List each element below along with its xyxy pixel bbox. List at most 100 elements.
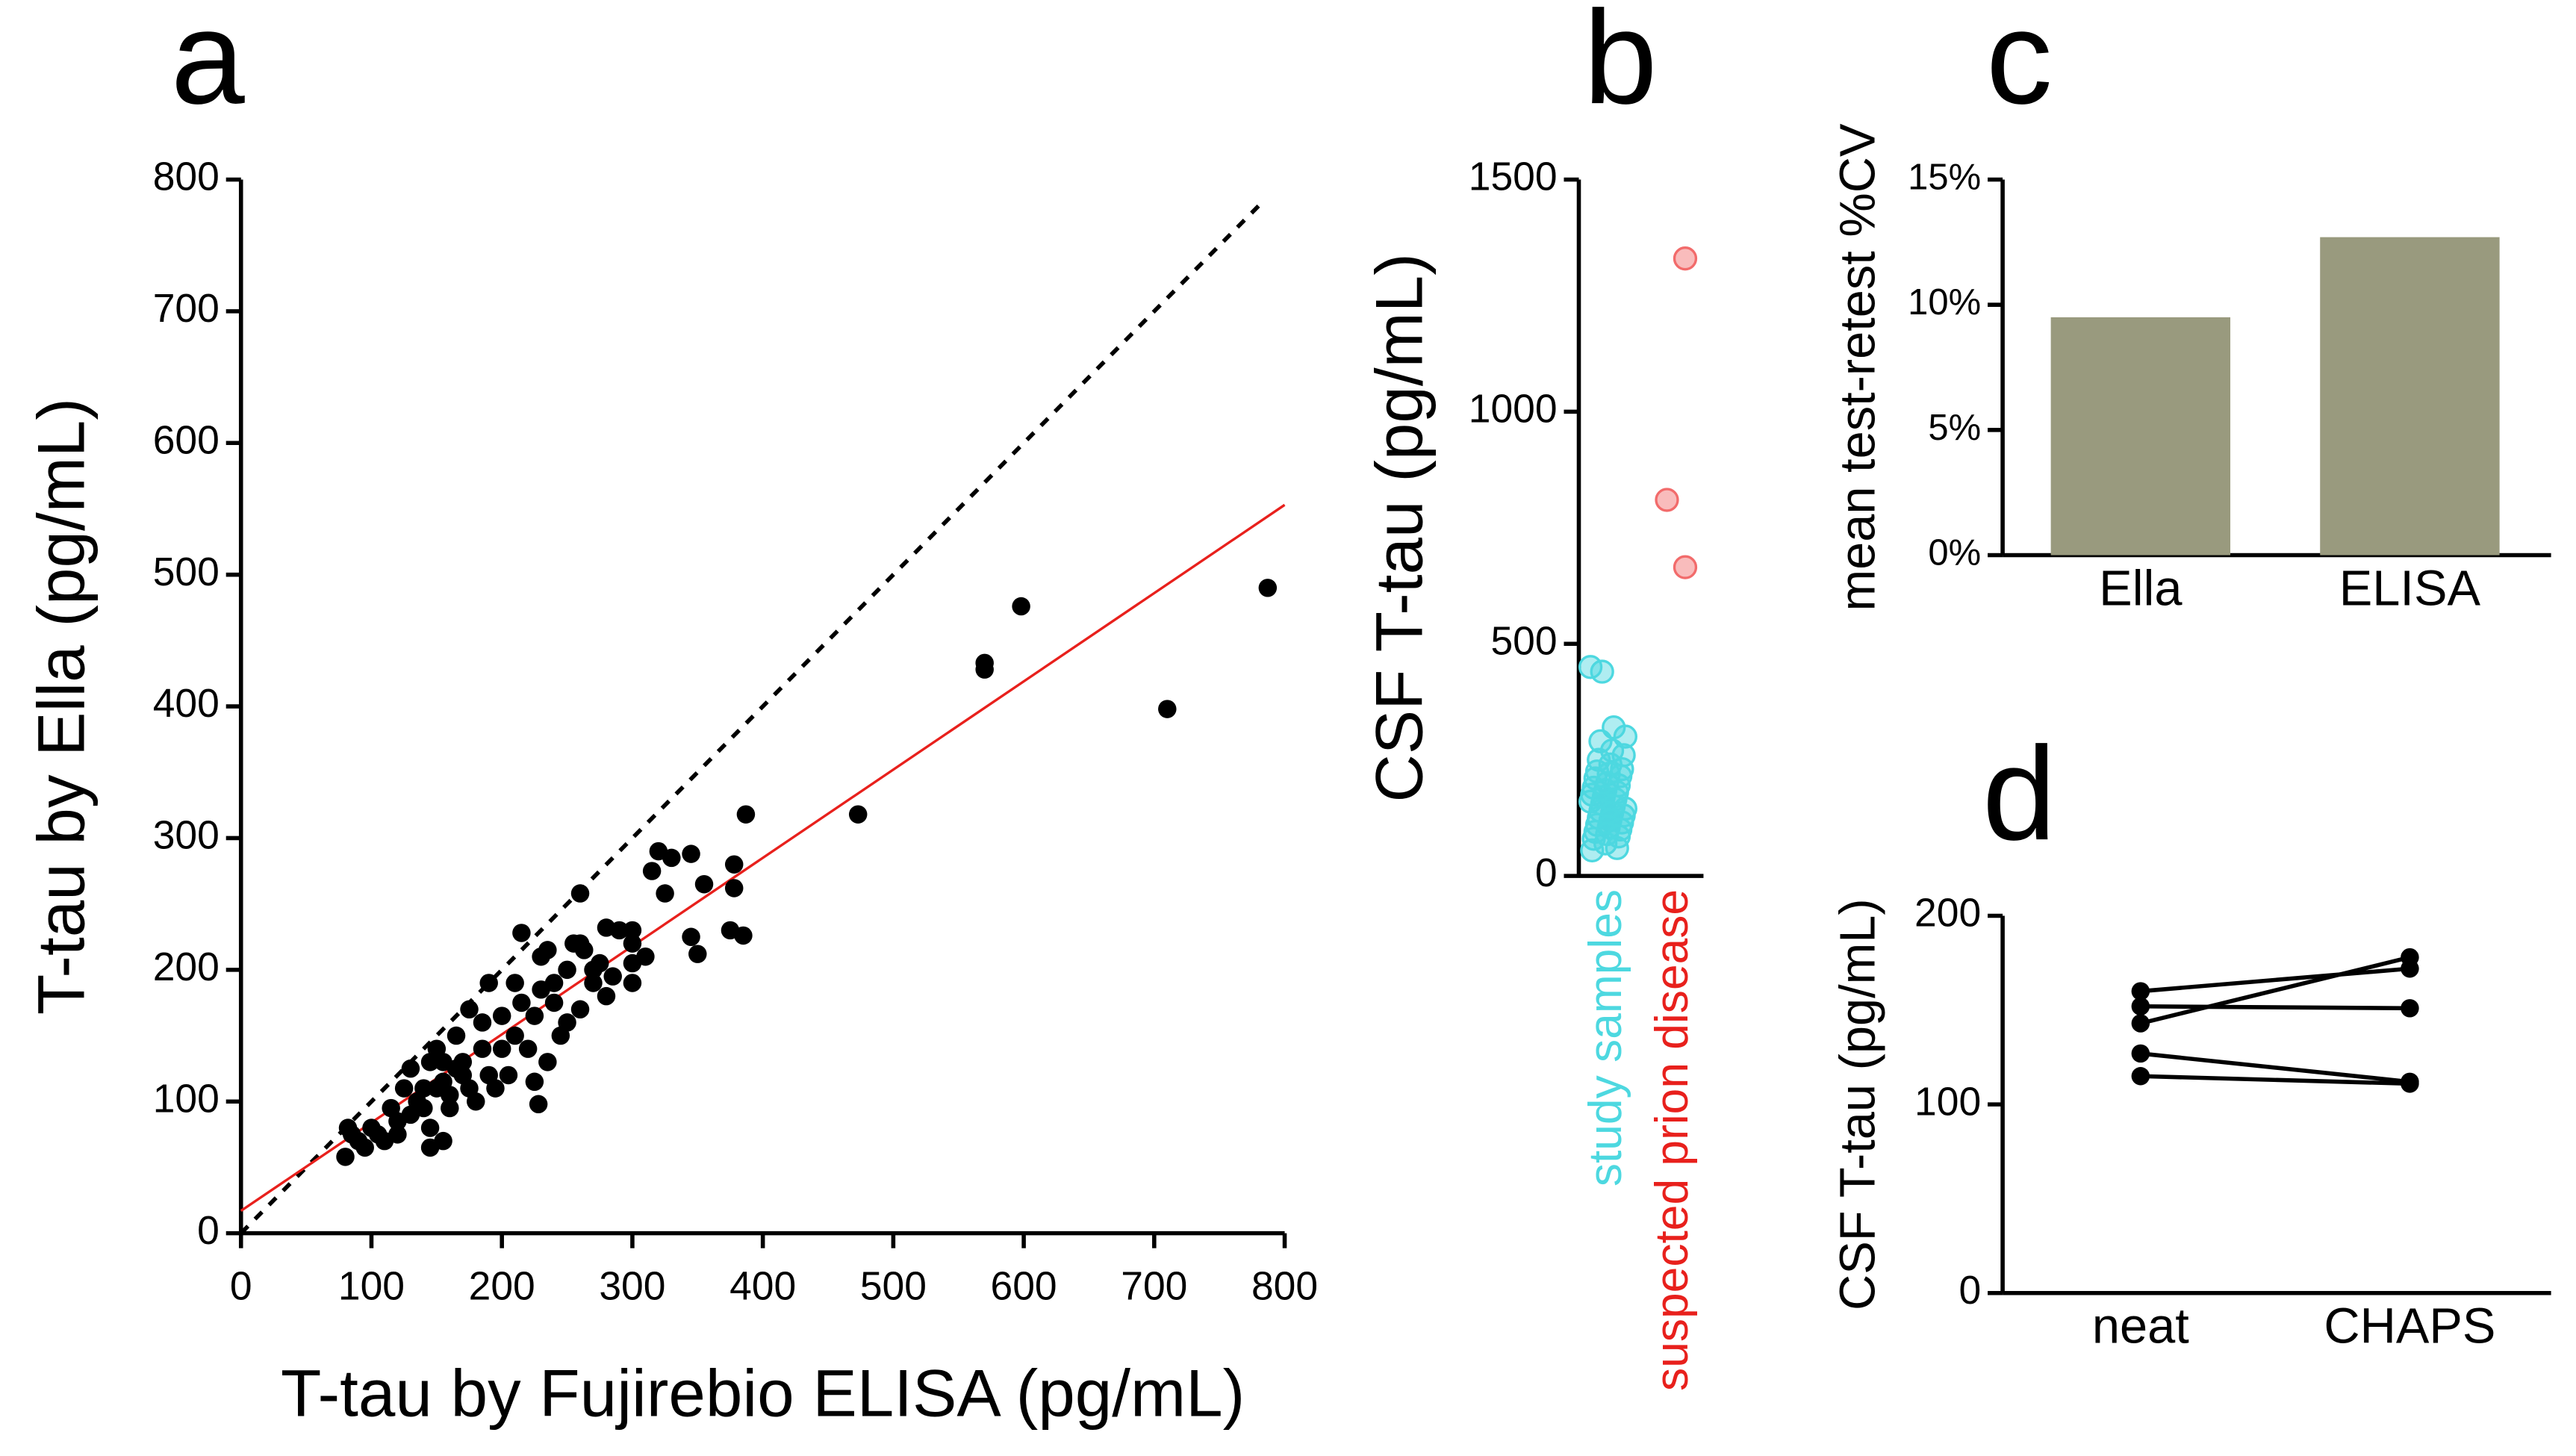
point bbox=[682, 844, 700, 863]
point bbox=[662, 848, 681, 868]
point bbox=[518, 1039, 538, 1058]
point bbox=[551, 1026, 570, 1045]
point bbox=[2131, 982, 2150, 1001]
x-tick-label: 800 bbox=[1251, 1265, 1318, 1309]
point bbox=[570, 884, 590, 903]
x-tick-label: 300 bbox=[599, 1265, 665, 1309]
y-tick-label: 100 bbox=[1914, 1080, 1981, 1124]
point bbox=[473, 1013, 492, 1032]
point bbox=[499, 1065, 518, 1085]
point bbox=[460, 1079, 479, 1098]
x-tick-label: 600 bbox=[991, 1265, 1057, 1309]
point bbox=[2401, 999, 2419, 1018]
point bbox=[2131, 1044, 2150, 1063]
x-tick-label: Ella bbox=[2099, 561, 2183, 616]
point bbox=[682, 927, 700, 946]
point bbox=[975, 660, 994, 679]
category-label: study samples bbox=[1580, 889, 1631, 1186]
point bbox=[1605, 836, 1629, 860]
y-tick-label: 1500 bbox=[1469, 155, 1558, 199]
point bbox=[597, 918, 616, 937]
point bbox=[724, 879, 744, 897]
panel-letter: d bbox=[1982, 719, 2056, 868]
point bbox=[694, 874, 714, 894]
pair-line bbox=[2140, 966, 2410, 994]
point bbox=[736, 805, 756, 824]
point bbox=[848, 805, 868, 824]
x-tick-label: 0 bbox=[230, 1265, 252, 1309]
y-tick-label: 1000 bbox=[1469, 387, 1558, 431]
pair-line bbox=[2140, 1051, 2410, 1084]
point bbox=[427, 1079, 447, 1098]
point bbox=[623, 974, 642, 992]
point bbox=[1580, 838, 1605, 863]
point bbox=[1258, 579, 1278, 597]
point bbox=[529, 1095, 548, 1114]
y-tick-label: 10% bbox=[1908, 282, 1981, 323]
point bbox=[492, 1039, 511, 1058]
point bbox=[584, 974, 603, 992]
point bbox=[420, 1119, 440, 1137]
identity-line bbox=[239, 199, 1266, 1235]
y-tick-label: 700 bbox=[153, 287, 220, 331]
y-axis-label: mean test-retest %CV bbox=[1831, 123, 1886, 612]
y-tick-label: 200 bbox=[1914, 892, 1981, 936]
point bbox=[420, 1138, 440, 1157]
point bbox=[1673, 246, 1698, 271]
x-tick-label: CHAPS bbox=[2324, 1299, 2495, 1354]
point bbox=[382, 1098, 400, 1118]
y-tick-label: 5% bbox=[1928, 408, 1981, 448]
point bbox=[724, 855, 744, 874]
point bbox=[336, 1148, 355, 1166]
y-tick-label: 300 bbox=[153, 814, 220, 858]
y-tick-label: 0 bbox=[1959, 1269, 1981, 1313]
point bbox=[1655, 488, 1679, 512]
y-tick-label: 500 bbox=[153, 550, 220, 594]
x-tick-label: 500 bbox=[860, 1265, 927, 1309]
point bbox=[505, 1026, 524, 1045]
pair-line bbox=[2140, 1074, 2410, 1086]
point bbox=[460, 1000, 479, 1019]
point bbox=[584, 960, 603, 980]
point bbox=[603, 967, 622, 986]
point bbox=[623, 934, 642, 953]
point bbox=[338, 1119, 358, 1137]
y-axis-label: CSF T-tau (pg/mL) bbox=[1831, 898, 1886, 1310]
point bbox=[544, 993, 564, 1012]
point bbox=[558, 960, 576, 980]
category-label: suspected prion disease bbox=[1646, 889, 1698, 1391]
point bbox=[656, 884, 674, 903]
y-tick-label: 15% bbox=[1908, 157, 1981, 197]
point bbox=[447, 1026, 466, 1045]
y-tick-label: 0 bbox=[197, 1209, 220, 1253]
y-axis-label: T-tau by Ella (pg/mL) bbox=[24, 398, 99, 1015]
point bbox=[447, 1059, 466, 1078]
point bbox=[538, 1053, 557, 1071]
point bbox=[388, 1125, 407, 1144]
point bbox=[636, 947, 655, 966]
y-tick-label: 0% bbox=[1928, 532, 1981, 573]
point bbox=[575, 941, 594, 959]
x-tick-label: 100 bbox=[338, 1265, 405, 1309]
point bbox=[2401, 1074, 2419, 1093]
point bbox=[688, 945, 707, 963]
point bbox=[1673, 555, 1698, 579]
point bbox=[368, 1125, 388, 1144]
point bbox=[401, 1059, 420, 1078]
point bbox=[479, 974, 498, 992]
point bbox=[394, 1079, 414, 1098]
y-tick-label: 500 bbox=[1490, 619, 1557, 663]
y-tick-label: 100 bbox=[153, 1077, 220, 1121]
bar bbox=[2050, 317, 2231, 556]
point bbox=[623, 921, 642, 940]
point bbox=[1012, 597, 1030, 616]
point bbox=[597, 986, 616, 1006]
point bbox=[1158, 700, 1177, 718]
point bbox=[401, 1105, 420, 1124]
y-tick-label: 400 bbox=[153, 682, 220, 726]
point bbox=[473, 1039, 492, 1058]
point bbox=[2401, 948, 2419, 967]
point bbox=[512, 993, 531, 1012]
